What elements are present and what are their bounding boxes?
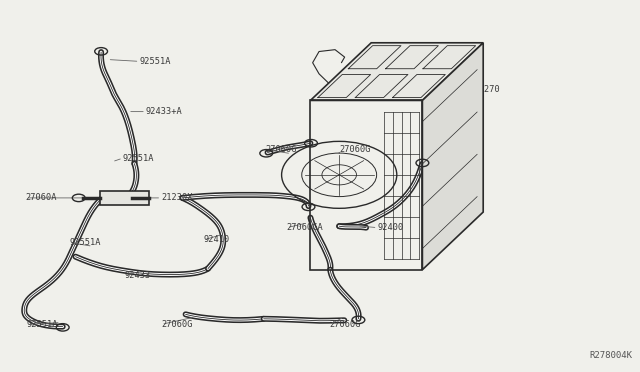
Text: 21230X: 21230X bbox=[161, 193, 193, 202]
Text: 92551A: 92551A bbox=[140, 57, 171, 66]
Text: 92400: 92400 bbox=[378, 223, 404, 232]
Polygon shape bbox=[310, 43, 483, 100]
Text: SEE SEC.270: SEE SEC.270 bbox=[442, 85, 499, 94]
FancyBboxPatch shape bbox=[100, 191, 149, 205]
Text: 27060G: 27060G bbox=[330, 320, 361, 329]
Text: 92410: 92410 bbox=[204, 235, 230, 244]
Text: 27060G: 27060G bbox=[339, 145, 371, 154]
Text: 92433+A: 92433+A bbox=[146, 107, 182, 116]
Text: 27060G: 27060G bbox=[161, 320, 193, 329]
Text: 92551A: 92551A bbox=[123, 154, 154, 163]
Text: 27060G: 27060G bbox=[266, 145, 297, 154]
Text: R278004K: R278004K bbox=[589, 351, 632, 360]
Text: 27060GA: 27060GA bbox=[287, 223, 323, 232]
Polygon shape bbox=[422, 43, 483, 270]
Text: 27060A: 27060A bbox=[26, 193, 57, 202]
Text: 92551A: 92551A bbox=[69, 238, 100, 247]
Text: 92433: 92433 bbox=[125, 271, 151, 280]
Text: 92551A: 92551A bbox=[27, 320, 58, 329]
